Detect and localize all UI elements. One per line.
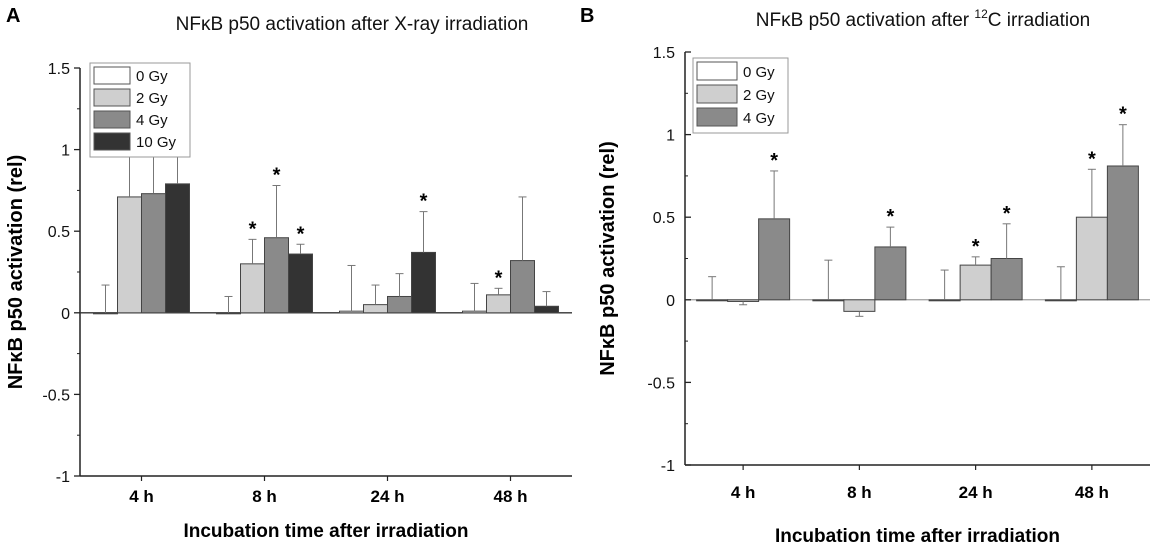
legend-label: 2 Gy xyxy=(136,90,168,107)
bar-2-gy xyxy=(363,304,388,314)
bar-4-gy xyxy=(990,258,1023,301)
legend-swatch xyxy=(696,84,738,104)
y-tick-label: 1 xyxy=(666,128,675,145)
legend-swatch xyxy=(93,66,131,85)
bar-0-gy xyxy=(216,312,241,315)
x-axis-label: Incubation time after irradiation xyxy=(183,521,468,542)
chart-title: NFκB p50 activation after X-ray irradiat… xyxy=(176,14,529,35)
significance-star: * xyxy=(972,236,980,258)
x-tick-label: 24 h xyxy=(370,487,404,506)
y-tick-label: 0 xyxy=(666,293,675,310)
legend-label: 10 Gy xyxy=(136,134,177,151)
legend-swatch xyxy=(93,88,131,107)
bar-4-gy xyxy=(510,260,535,314)
chart-title: NFκB p50 activation after 12C irradiatio… xyxy=(756,7,1090,31)
significance-star: * xyxy=(886,206,894,228)
bar-0-gy xyxy=(462,310,487,314)
chart-title-superscript: 12 xyxy=(974,7,988,21)
significance-star: * xyxy=(1003,203,1011,225)
chart-panel-b: B NFκB p50 activation after 12C irradiati… xyxy=(580,0,1158,556)
bar-10-gy xyxy=(288,253,313,314)
legend-swatch xyxy=(93,110,131,129)
bar-2-gy xyxy=(117,196,142,314)
y-tick-label: 1.5 xyxy=(48,61,70,78)
bar-4-gy xyxy=(1106,165,1139,301)
significance-star: * xyxy=(770,150,778,172)
panel-letter: A xyxy=(6,5,20,27)
x-tick-label: 4 h xyxy=(731,483,756,502)
legend-label: 0 Gy xyxy=(743,64,775,81)
chart-a-svg: A NFκB p50 activation after X-ray irradia… xyxy=(5,5,572,542)
bar-0-gy xyxy=(93,312,118,315)
y-tick-label: -1 xyxy=(661,458,675,475)
bar-4-gy xyxy=(141,193,166,314)
chart-title-prefix: NFκB p50 activation after xyxy=(756,10,975,31)
y-tick-label: 0.5 xyxy=(48,224,70,241)
bar-0-gy xyxy=(812,299,845,302)
x-tick-label: 48 h xyxy=(1075,483,1109,502)
legend-label: 4 Gy xyxy=(136,112,168,129)
bar-2-gy xyxy=(240,263,265,314)
significance-star: * xyxy=(297,223,305,245)
legend-label: 0 Gy xyxy=(136,68,168,85)
significance-star: * xyxy=(273,165,281,187)
bar-2-gy xyxy=(1075,216,1108,301)
significance-star: * xyxy=(495,267,503,289)
significance-star: * xyxy=(1119,104,1127,126)
bar-4-gy xyxy=(874,246,907,301)
x-tick-label: 24 h xyxy=(959,483,993,502)
x-tick-label: 8 h xyxy=(252,487,277,506)
bar-2-gy xyxy=(843,299,876,312)
chart-title-suffix: C irradiation xyxy=(988,10,1090,31)
y-tick-label: 1.5 xyxy=(653,45,675,62)
panel-letter: B xyxy=(580,5,594,27)
y-axis-label: NFκB p50 activation (rel) xyxy=(5,155,27,390)
x-tick-label: 8 h xyxy=(847,483,872,502)
bar-4-gy xyxy=(758,218,791,301)
bar-10-gy xyxy=(411,251,436,314)
y-tick-label: -1 xyxy=(56,469,70,486)
y-tick-label: 1 xyxy=(61,143,70,160)
x-tick-label: 48 h xyxy=(493,487,527,506)
x-axis-label: Incubation time after irradiation xyxy=(775,526,1060,547)
chart-panel-a: A NFκB p50 activation after X-ray irradia… xyxy=(5,5,572,542)
bar-0-gy xyxy=(1044,299,1077,302)
legend-swatch xyxy=(696,61,738,81)
significance-star: * xyxy=(249,218,257,240)
significance-star: * xyxy=(1088,148,1096,170)
y-tick-label: 0 xyxy=(61,306,70,323)
bar-2-gy xyxy=(486,294,511,314)
y-tick-label: 0.5 xyxy=(653,210,675,227)
x-tick-label: 4 h xyxy=(129,487,154,506)
bar-2-gy xyxy=(959,264,992,301)
bar-0-gy xyxy=(928,299,961,302)
legend-swatch xyxy=(696,107,738,127)
bar-10-gy xyxy=(534,305,559,314)
bar-4-gy xyxy=(387,295,412,314)
y-tick-label: -0.5 xyxy=(42,387,70,404)
chart-b-svg: B NFκB p50 activation after 12C irradiati… xyxy=(580,5,1150,547)
bar-0-gy xyxy=(696,299,729,302)
significance-star: * xyxy=(420,191,428,213)
y-axis-label: NFκB p50 activation (rel) xyxy=(597,141,619,376)
bar-2-gy xyxy=(727,299,760,302)
bar-0-gy xyxy=(339,310,364,314)
bar-4-gy xyxy=(264,237,289,314)
y-tick-label: -0.5 xyxy=(647,375,675,392)
legend-label: 4 Gy xyxy=(743,110,775,127)
bar-10-gy xyxy=(165,183,190,314)
legend-label: 2 Gy xyxy=(743,87,775,104)
legend-swatch xyxy=(93,132,131,151)
